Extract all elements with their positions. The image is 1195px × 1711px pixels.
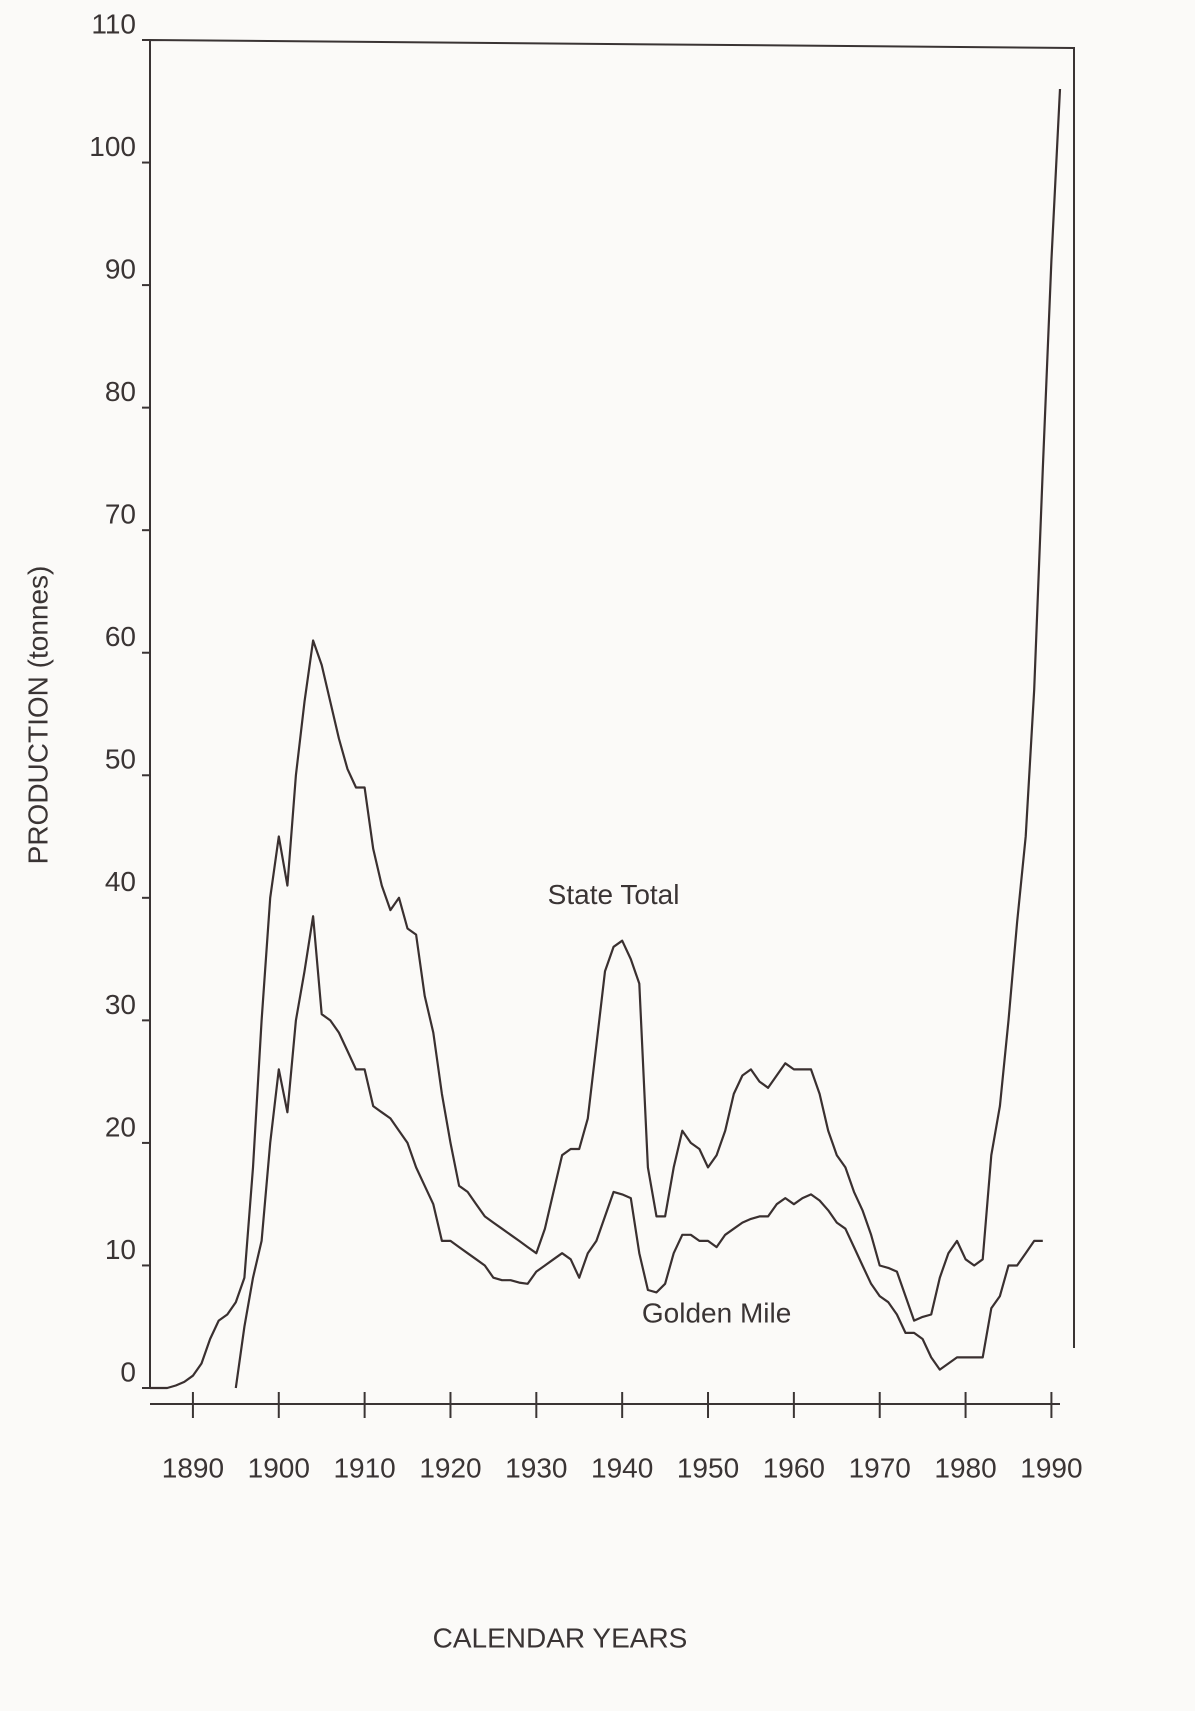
series-line	[150, 88, 1062, 1390]
x-tick-label: 1970	[849, 1452, 911, 1483]
y-tick-label: 100	[89, 131, 136, 162]
y-axis-title: PRODUCTION (tonnes)	[22, 566, 53, 865]
x-axis-title: CALENDAR YEARS	[433, 1622, 688, 1653]
y-tick-label: 0	[120, 1356, 136, 1387]
series-label: Golden Mile	[642, 1297, 791, 1328]
x-tick-label: 1950	[677, 1452, 739, 1483]
y-tick-label: 10	[105, 1234, 136, 1265]
y-tick-label: 40	[105, 866, 136, 897]
x-tick-label: 1890	[162, 1452, 224, 1483]
y-tick-label: 20	[105, 1111, 136, 1142]
y-tick-label: 60	[105, 621, 136, 652]
series-line	[234, 915, 1043, 1389]
x-tick-label: 1920	[419, 1452, 481, 1483]
x-tick-label: 1940	[591, 1452, 653, 1483]
y-tick-label: 70	[105, 499, 136, 530]
x-tick-label: 1990	[1020, 1452, 1082, 1483]
y-tick-label: 50	[105, 744, 136, 775]
series-label: State Total	[548, 879, 680, 910]
x-tick-label: 1980	[934, 1452, 996, 1483]
y-tick-label: 110	[91, 8, 136, 39]
x-tick-label: 1960	[763, 1452, 825, 1483]
plot-frame	[149, 38, 1075, 1388]
y-tick-label: 90	[105, 253, 136, 284]
x-tick-label: 1900	[248, 1452, 310, 1483]
x-tick-label: 1910	[333, 1452, 395, 1483]
y-tick-label: 80	[105, 376, 136, 407]
y-tick-label: 30	[105, 989, 136, 1020]
x-tick-label: 1930	[505, 1452, 567, 1483]
